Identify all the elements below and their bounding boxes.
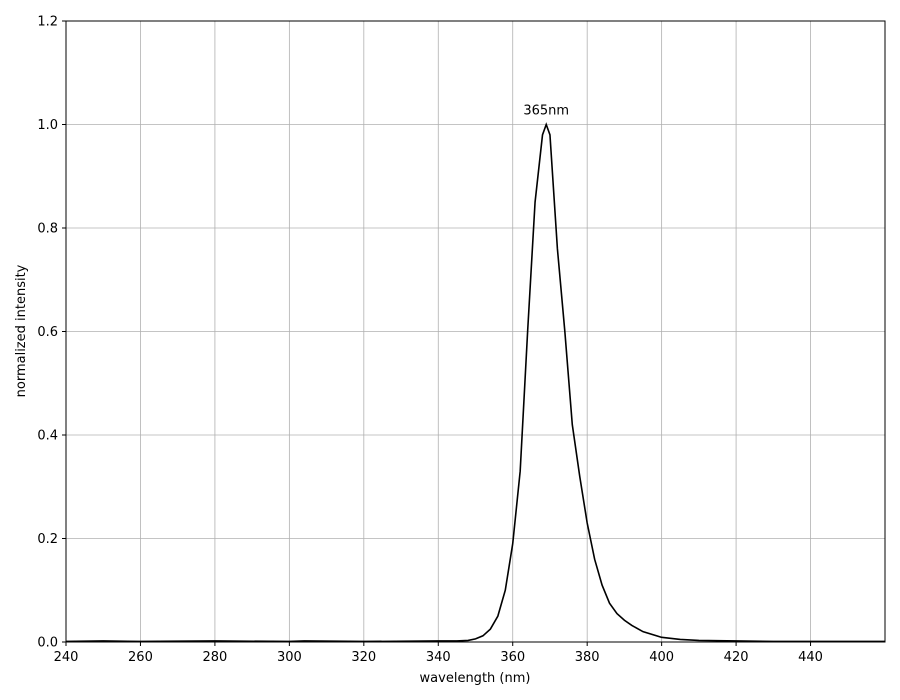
y-tick-label: 1.2 (37, 15, 58, 30)
y-tick-label: 0.4 (37, 429, 58, 444)
x-tick-label: 380 (575, 650, 600, 665)
x-tick-label: 340 (426, 650, 451, 665)
y-tick-label: 0.6 (37, 325, 58, 340)
y-tick-label: 0.2 (37, 532, 58, 547)
y-tick-label: 1.0 (37, 118, 58, 133)
annotation: 365nm (523, 104, 569, 119)
x-tick-label: 240 (54, 650, 79, 665)
y-tick-label: 0.0 (37, 636, 58, 651)
data-line (65, 122, 885, 643)
x-tick-label: 300 (277, 650, 302, 665)
y-tick-label: 0.8 (37, 222, 58, 237)
x-tick-label: 440 (798, 650, 823, 665)
x-tick-label: 360 (500, 650, 525, 665)
x-tick-label: 280 (202, 650, 227, 665)
x-tick-label: 320 (351, 650, 376, 665)
x-tick-label: 400 (649, 650, 674, 665)
y-axis-label: normalized intensity (14, 264, 29, 397)
plot-frame (65, 20, 886, 643)
x-axis-label: wavelength (nm) (420, 671, 531, 686)
x-tick-label: 420 (724, 650, 749, 665)
x-tick-label: 260 (128, 650, 153, 665)
